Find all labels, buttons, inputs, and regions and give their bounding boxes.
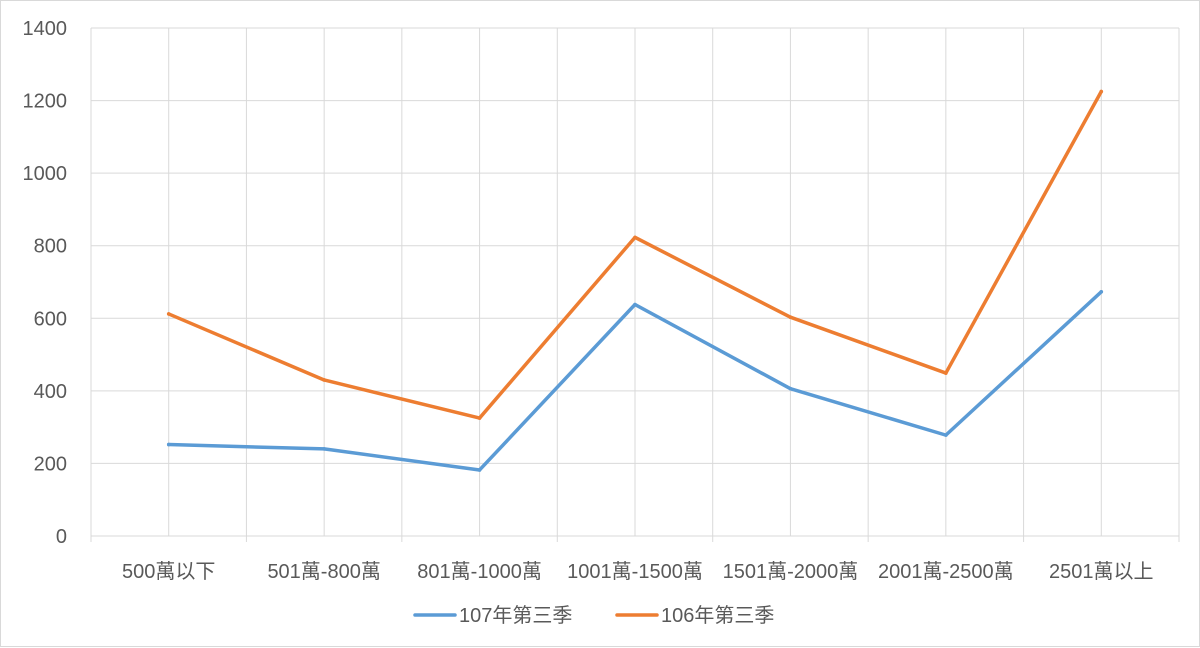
data-point [166, 442, 171, 447]
legend-label: 106年第三季 [661, 604, 774, 627]
x-tick-label: 2501萬以上 [1049, 560, 1154, 583]
data-point [788, 386, 793, 391]
data-point [944, 433, 948, 437]
data-point [322, 378, 326, 382]
data-point [322, 447, 326, 451]
x-tick-label: 801萬-1000萬 [417, 560, 542, 583]
x-tick-label: 500萬以下 [122, 560, 215, 583]
data-point [633, 235, 637, 240]
x-axis-ticks: 500萬以下 501萬-800萬 801萬-1000萬 1001萬-1500萬 1501… [122, 560, 1154, 583]
data-point [477, 468, 482, 472]
y-tick-label: 1000 [23, 163, 68, 185]
y-tick-label: 600 [34, 308, 67, 330]
data-point [1099, 289, 1104, 294]
x-tick-label: 1001萬-1500萬 [567, 560, 703, 583]
data-point [633, 302, 637, 307]
legend-label: 107年第三季 [459, 604, 572, 627]
x-tick-label: 2001萬-2500萬 [878, 560, 1014, 583]
data-point [944, 371, 948, 375]
data-point [1099, 89, 1104, 94]
y-tick-label: 800 [34, 236, 67, 258]
data-point [788, 315, 793, 319]
x-tick-label: 501萬-800萬 [267, 560, 380, 583]
data-point [166, 312, 171, 316]
legend: 107年第三季 106年第三季 [413, 604, 774, 627]
data-point [477, 416, 482, 420]
y-tick-label: 400 [34, 381, 67, 403]
y-axis-ticks: 0 200 400 600 800 1000 1200 1400 [23, 18, 68, 548]
series-layer [166, 89, 1104, 472]
x-tick-label: 1501萬-2000萬 [723, 560, 859, 583]
y-tick-label: 200 [34, 453, 67, 475]
y-tick-label: 1200 [23, 91, 68, 113]
gridlines [90, 27, 1180, 542]
y-tick-label: 0 [56, 526, 67, 548]
y-tick-label: 1400 [23, 18, 68, 40]
